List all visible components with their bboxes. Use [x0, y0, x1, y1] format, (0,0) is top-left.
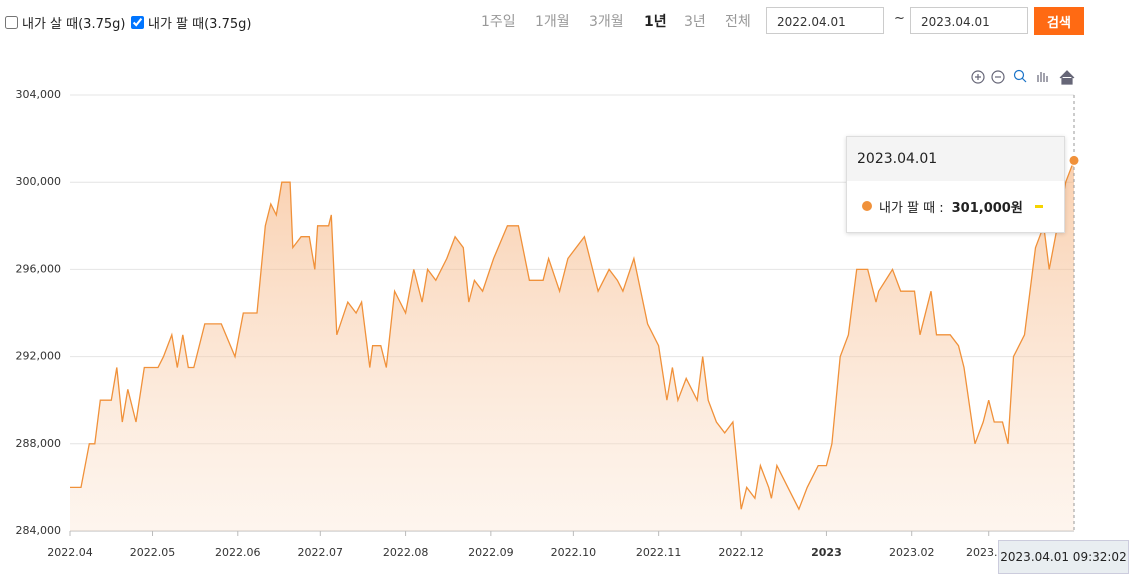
date-input[interactable]: 2023.04.01 [910, 7, 1028, 34]
tooltip-swatch [1034, 204, 1043, 208]
y-tick-label: 296,000 [16, 262, 62, 275]
crosshair-label: 2023.04.01 09:32:02 [998, 540, 1129, 574]
search-button[interactable]: 검색 [1034, 7, 1084, 35]
x-tick-label: 2023.02 [889, 546, 935, 559]
period-tab[interactable]: 전체 [725, 14, 751, 30]
x-tick-label: 2022.08 [383, 546, 429, 559]
period-tab[interactable]: 3년 [684, 14, 706, 30]
line [70, 160, 1075, 511]
x-tick-label: 2022.10 [551, 546, 597, 559]
x-tick-label: 2022.06 [215, 546, 261, 559]
toolbar[interactable] [971, 69, 1075, 85]
x-tick-label: 2023 [811, 546, 842, 559]
tooltip-date: 2023.04.01 [847, 137, 1064, 181]
tooltip-series: 내가 팔 때 [879, 197, 944, 216]
x-tick-label: 2022.05 [130, 546, 176, 559]
period-tab[interactable]: 1주일 [481, 14, 516, 30]
x-tick-label: 2022.12 [718, 546, 764, 559]
x-tick-label: 2022.04 [47, 546, 93, 559]
x-tick-label: 2022.11 [636, 546, 682, 559]
hover-point [1068, 154, 1080, 166]
y-tick-label: 288,000 [16, 437, 62, 450]
tooltip-value: 301,000원 [951, 200, 1023, 216]
area [70, 160, 1074, 531]
x-tick-label: 2022.09 [468, 546, 514, 559]
period-tab[interactable]: 1년 [644, 14, 667, 30]
y-tick-label: 284,000 [16, 524, 62, 537]
separator: ~ [894, 11, 905, 26]
checkbox[interactable]: 내가 팔 때(3.75g) [131, 13, 251, 32]
date-input[interactable]: 2022.04.01 [766, 7, 884, 34]
tooltip: 2023.04.01 내가 팔 때 301,000원 [846, 136, 1065, 233]
checkbox-label: 내가 살 때(3.75g) [22, 17, 126, 32]
y-tick-label: 304,000 [16, 88, 62, 101]
checkbox[interactable]: 내가 살 때(3.75g) [5, 13, 125, 32]
period-tab[interactable]: 1개월 [535, 14, 570, 30]
x-tick-label: 2022.07 [298, 546, 344, 559]
tooltip-dot [862, 201, 872, 211]
y-tick-label: 300,000 [16, 175, 62, 188]
y-tick-label: 292,000 [16, 350, 62, 363]
period-tab[interactable]: 3개월 [589, 14, 624, 30]
checkbox-label: 내가 팔 때(3.75g) [148, 17, 252, 32]
